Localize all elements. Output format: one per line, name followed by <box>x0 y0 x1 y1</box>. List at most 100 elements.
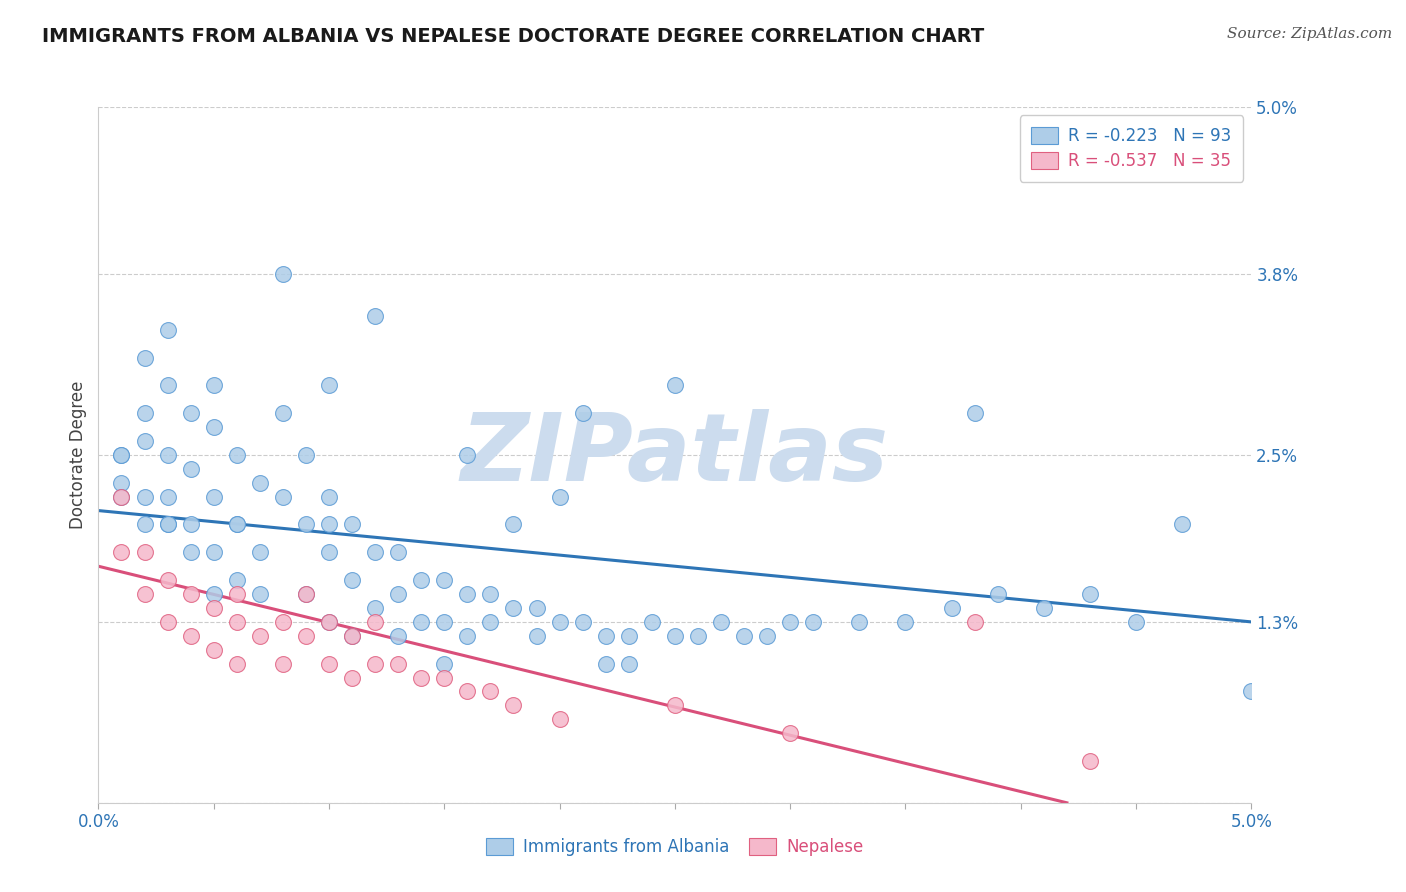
Point <box>225 517 247 532</box>
Point <box>411 671 433 685</box>
Point <box>433 573 456 587</box>
Point <box>779 615 801 629</box>
Point <box>110 545 132 559</box>
Point <box>571 406 593 420</box>
Point <box>318 378 340 392</box>
Point <box>1032 601 1054 615</box>
Point <box>456 448 478 462</box>
Point <box>479 615 502 629</box>
Point <box>733 629 755 643</box>
Point <box>411 615 433 629</box>
Point <box>134 351 156 365</box>
Point <box>502 601 524 615</box>
Point <box>271 615 294 629</box>
Point <box>225 615 247 629</box>
Point <box>364 657 387 671</box>
Point <box>479 587 502 601</box>
Point <box>502 517 524 532</box>
Point <box>318 657 340 671</box>
Point <box>202 545 225 559</box>
Point <box>641 615 664 629</box>
Point <box>456 587 478 601</box>
Point <box>387 657 409 671</box>
Point <box>433 657 456 671</box>
Point <box>295 629 318 643</box>
Point <box>571 615 593 629</box>
Point <box>526 629 548 643</box>
Point <box>664 378 686 392</box>
Point <box>295 587 318 601</box>
Point <box>110 475 132 490</box>
Point <box>134 434 156 448</box>
Point <box>387 587 409 601</box>
Point <box>249 475 271 490</box>
Point <box>202 601 225 615</box>
Point <box>595 629 617 643</box>
Point <box>779 726 801 740</box>
Point <box>202 587 225 601</box>
Point <box>456 629 478 643</box>
Point <box>156 448 179 462</box>
Point <box>595 657 617 671</box>
Point <box>156 490 179 504</box>
Point <box>202 420 225 434</box>
Point <box>225 448 247 462</box>
Point <box>156 378 179 392</box>
Point <box>1078 587 1101 601</box>
Text: Source: ZipAtlas.com: Source: ZipAtlas.com <box>1226 27 1392 41</box>
Point <box>134 490 156 504</box>
Point <box>318 615 340 629</box>
Point <box>295 587 318 601</box>
Point <box>364 545 387 559</box>
Point <box>941 601 963 615</box>
Text: IMMIGRANTS FROM ALBANIA VS NEPALESE DOCTORATE DEGREE CORRELATION CHART: IMMIGRANTS FROM ALBANIA VS NEPALESE DOCT… <box>42 27 984 45</box>
Point <box>271 657 294 671</box>
Point <box>987 587 1010 601</box>
Point <box>110 490 132 504</box>
Point <box>249 629 271 643</box>
Point <box>271 490 294 504</box>
Point <box>433 615 456 629</box>
Point <box>180 406 202 420</box>
Point <box>318 517 340 532</box>
Point <box>318 615 340 629</box>
Point <box>249 545 271 559</box>
Point <box>848 615 870 629</box>
Point <box>617 629 640 643</box>
Point <box>225 517 247 532</box>
Point <box>225 573 247 587</box>
Point <box>1240 684 1263 698</box>
Point <box>364 615 387 629</box>
Point <box>686 629 709 643</box>
Point <box>710 615 733 629</box>
Point <box>295 448 318 462</box>
Point <box>364 601 387 615</box>
Point <box>180 517 202 532</box>
Point <box>134 406 156 420</box>
Point <box>894 615 917 629</box>
Point <box>502 698 524 713</box>
Point <box>664 629 686 643</box>
Point <box>548 615 571 629</box>
Point <box>1171 517 1194 532</box>
Point <box>156 573 179 587</box>
Point <box>1147 155 1170 169</box>
Point <box>110 448 132 462</box>
Point <box>548 712 571 726</box>
Point <box>526 601 548 615</box>
Point <box>617 657 640 671</box>
Y-axis label: Doctorate Degree: Doctorate Degree <box>69 381 87 529</box>
Point <box>963 615 986 629</box>
Point <box>801 615 824 629</box>
Point <box>318 545 340 559</box>
Point <box>202 378 225 392</box>
Point <box>1078 754 1101 768</box>
Point <box>664 698 686 713</box>
Point <box>225 657 247 671</box>
Point <box>364 309 387 323</box>
Point <box>340 629 363 643</box>
Point <box>433 671 456 685</box>
Legend: Immigrants from Albania, Nepalese: Immigrants from Albania, Nepalese <box>478 830 872 864</box>
Point <box>202 490 225 504</box>
Point <box>387 629 409 643</box>
